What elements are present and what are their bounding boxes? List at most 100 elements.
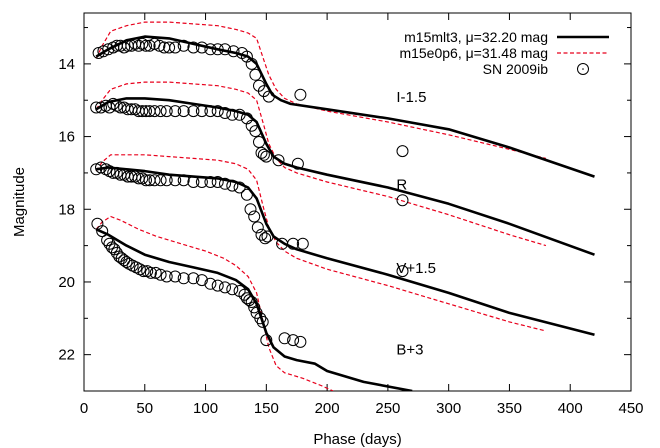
- data-point-r: [140, 105, 152, 118]
- data-point-r: [396, 145, 409, 158]
- data-point-b-3: [195, 274, 208, 287]
- y-tick-label: 18: [58, 201, 75, 218]
- ticks-layer: 0 50 100 150 200 250 300 350 400 450 14 16 18 20 22: [58, 13, 644, 417]
- data-point-r: [291, 157, 304, 170]
- model-dashed-line-v-1-5: [95, 154, 547, 332]
- data-point-r: [233, 108, 246, 121]
- y-tick-label: 22: [58, 347, 75, 364]
- data-point-b-3: [233, 285, 246, 297]
- model-solid-line-b-3: [95, 228, 413, 391]
- data-point-r: [187, 105, 200, 118]
- data-point-r: [253, 136, 265, 148]
- data-point-b-3: [149, 266, 162, 279]
- x-tick-label: 350: [497, 400, 522, 417]
- data-point-b-3: [256, 315, 269, 328]
- data-point-b-3: [226, 283, 239, 296]
- band-label-r: R: [396, 176, 407, 193]
- data-point-v-1-5: [160, 174, 173, 187]
- data-point-v-1-5: [187, 176, 200, 188]
- series-layer: [90, 21, 595, 391]
- data-point-r: [90, 101, 103, 114]
- labels-layer: I-1.5 R V+1.5 B+3: [396, 89, 436, 359]
- data-point-i-1-5: [245, 57, 258, 70]
- y-tick-label: 20: [58, 274, 75, 291]
- data-point-i-1-5: [204, 43, 217, 56]
- data-point-b-3: [177, 272, 190, 285]
- x-tick-label: 200: [315, 400, 340, 417]
- band-label-b-3: B+3: [396, 342, 423, 359]
- data-point-i-1-5: [163, 41, 176, 54]
- data-point-v-1-5: [251, 221, 264, 234]
- data-point-r: [219, 107, 231, 119]
- data-point-r: [249, 125, 262, 138]
- data-point-v-1-5: [169, 174, 182, 187]
- data-point-i-1-5: [249, 68, 262, 81]
- data-point-v-1-5: [261, 230, 274, 243]
- data-point-b-3: [204, 277, 217, 290]
- data-point-b-3: [211, 279, 224, 292]
- y-axis-title: Magnitude: [11, 167, 28, 237]
- data-point-r: [95, 101, 107, 114]
- data-point-v-1-5: [396, 194, 409, 207]
- model-solid-line-v-1-5: [96, 166, 595, 336]
- data-point-r: [136, 105, 149, 118]
- data-point-r: [160, 105, 173, 118]
- data-point-r: [177, 105, 190, 118]
- data-point-b-3: [187, 272, 200, 285]
- data-point-b-3: [169, 270, 182, 283]
- data-point-i-1-5: [153, 39, 166, 52]
- data-point-v-1-5: [233, 181, 246, 194]
- data-point-i-1-5: [169, 41, 182, 54]
- data-point-i-1-5: [177, 39, 190, 52]
- data-point-b-3: [219, 281, 231, 294]
- model-solid-line-r: [95, 97, 595, 256]
- data-point-r: [154, 105, 167, 118]
- data-point-b-3: [254, 312, 267, 325]
- data-point-v-1-5: [226, 179, 239, 192]
- data-point-v-1-5: [255, 228, 268, 241]
- legend-label: m15mlt3, μ=32.20 mag: [404, 29, 548, 45]
- x-axis-title: Phase (days): [313, 431, 401, 448]
- data-point-v-1-5: [204, 176, 217, 188]
- data-point-r: [257, 148, 270, 161]
- legend-swatch-marker-dot: [582, 68, 584, 70]
- data-point-r: [204, 105, 217, 118]
- data-point-v-1-5: [148, 174, 161, 187]
- data-point-v-1-5: [211, 176, 224, 188]
- data-point-b-3: [137, 265, 150, 278]
- data-point-i-1-5: [140, 39, 152, 52]
- x-tick-label: 250: [375, 400, 400, 417]
- data-point-b-3: [120, 256, 133, 268]
- data-point-i-1-5: [219, 43, 231, 56]
- data-point-r: [148, 105, 161, 118]
- band-label-i-1-5: I-1.5: [396, 89, 426, 106]
- x-tick-label: 50: [136, 400, 153, 417]
- data-point-i-1-5: [211, 43, 224, 56]
- data-point-v-1-5: [248, 210, 261, 223]
- data-point-i-1-5: [294, 88, 307, 101]
- data-point-b-3: [144, 266, 157, 279]
- legend-label: m15e0p6, μ=31.48 mag: [399, 45, 548, 61]
- data-point-v-1-5: [287, 237, 300, 250]
- data-point-r: [169, 105, 182, 118]
- data-point-v-1-5: [90, 163, 103, 176]
- data-point-v-1-5: [396, 265, 409, 278]
- data-point-b-3: [160, 270, 173, 283]
- data-point-i-1-5: [187, 41, 200, 54]
- data-point-b-3: [96, 225, 109, 238]
- data-point-b-3: [245, 296, 258, 308]
- data-point-v-1-5: [154, 174, 167, 187]
- data-point-b-3: [278, 332, 291, 345]
- band-label-v-1-5: V+1.5: [396, 260, 436, 277]
- data-point-i-1-5: [102, 43, 115, 56]
- y-tick-label: 14: [58, 56, 75, 73]
- data-point-b-3: [154, 268, 167, 281]
- data-point-v-1-5: [219, 177, 231, 190]
- legend-swatch-marker: [577, 63, 589, 75]
- data-point-v-1-5: [140, 174, 152, 187]
- model-dashed-line-r: [95, 81, 547, 247]
- legend-label: SN 2009ib: [483, 61, 549, 77]
- data-point-v-1-5: [195, 176, 208, 188]
- data-point-b-3: [287, 334, 300, 347]
